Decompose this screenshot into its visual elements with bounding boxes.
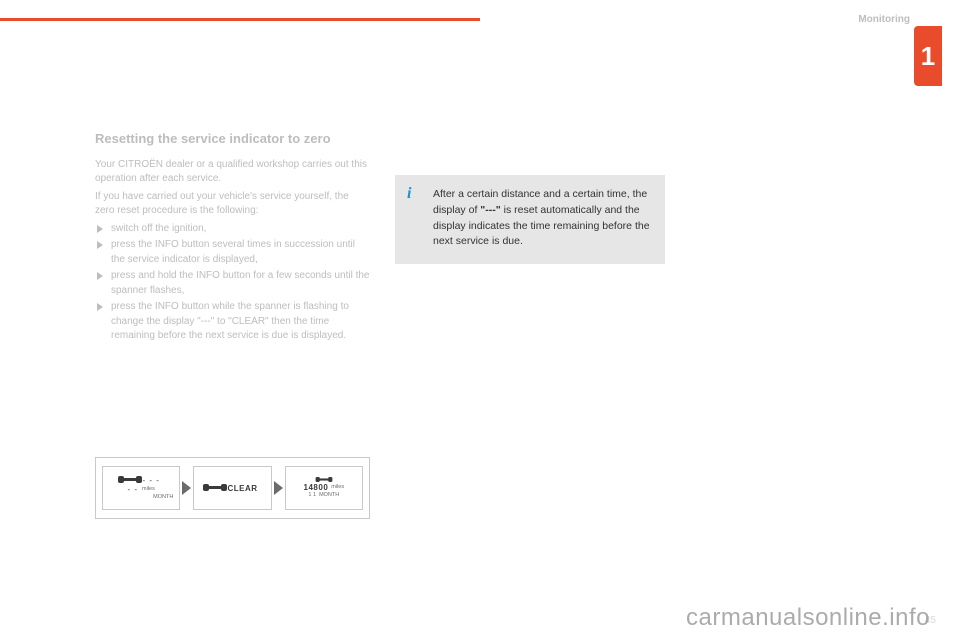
step-list: switch off the ignition, press the INFO … — [95, 222, 370, 344]
spanner-icon — [318, 478, 329, 480]
panel1-miles: miles — [142, 486, 155, 492]
watermark: carmanualsonline.info — [686, 604, 930, 632]
diagram-panel-3: 14800 miles 1 1 MONTH — [285, 466, 363, 510]
panel1-dashes-2: - - — [127, 485, 138, 494]
intro-paragraph-2: If you have carried out your vehicle's s… — [95, 190, 370, 219]
info-icon: i — [407, 185, 411, 203]
reset-sequence-diagram: - - - - - miles MONTH CLEAR 14800 miles … — [95, 457, 370, 519]
panel2-label: CLEAR — [227, 484, 257, 493]
panel3-value: 14800 — [304, 483, 329, 492]
heading: Resetting the service indicator to zero — [95, 130, 370, 148]
panel1-dashes: - - - — [142, 476, 159, 485]
spanner-icon — [122, 478, 138, 481]
step-item: press the INFO button while the spanner … — [95, 300, 370, 344]
panel3-month: MONTH — [319, 492, 339, 498]
arrow-right-icon — [182, 481, 191, 495]
step-item: press the INFO button several times in s… — [95, 238, 370, 267]
panel3-miles: miles — [331, 484, 344, 490]
section-label: Monitoring — [858, 14, 910, 25]
main-content: Resetting the service indicator to zero … — [95, 130, 370, 346]
info-callout: i After a certain distance and a certain… — [395, 175, 665, 264]
panel3-month-val: 1 1 — [308, 492, 316, 498]
step-item: press and hold the INFO button for a few… — [95, 269, 370, 298]
intro-paragraph-1: Your CITROËN dealer or a qualified works… — [95, 158, 370, 187]
arrow-right-icon — [274, 481, 283, 495]
info-text: After a certain distance and a certain t… — [433, 187, 651, 250]
header-accent-rule — [0, 18, 480, 21]
diagram-panel-2: CLEAR — [193, 466, 271, 510]
chapter-tab: 1 — [914, 26, 942, 86]
diagram-panel-1: - - - - - miles MONTH — [102, 466, 180, 510]
spanner-icon — [207, 486, 223, 489]
info-dashes: "---" — [480, 204, 500, 216]
panel1-month: MONTH — [153, 494, 173, 500]
step-item: switch off the ignition, — [95, 222, 370, 237]
